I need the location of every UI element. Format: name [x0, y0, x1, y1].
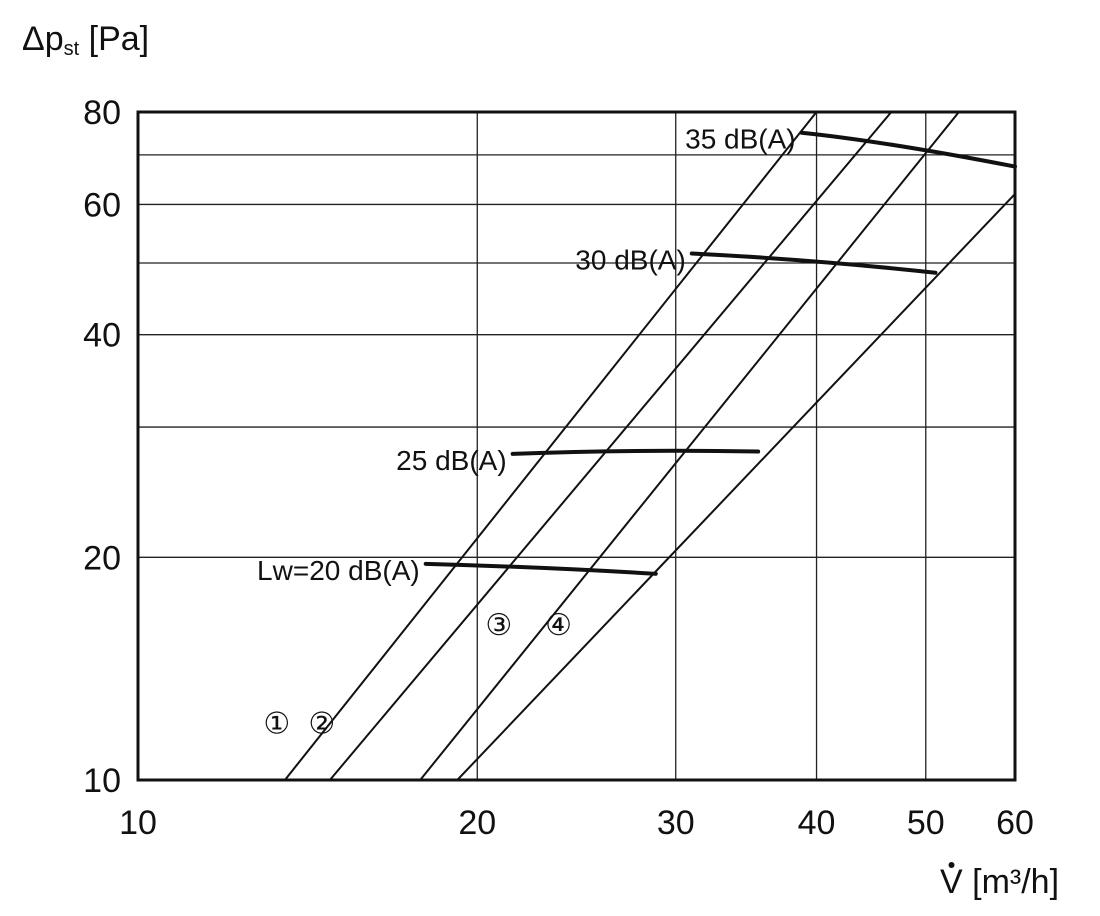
x-tick-label: 20 — [458, 804, 496, 842]
fan-curve-4 — [456, 193, 1015, 780]
plot-frame — [136, 110, 1017, 782]
y-tick-label: 40 — [83, 317, 121, 355]
fan-curve-1 — [284, 112, 818, 780]
noise-label-1: Lw=20 dB(A) — [257, 555, 420, 586]
y-tick-label: 80 — [83, 94, 121, 132]
x-axis-title-unit: [m³/h] — [963, 863, 1059, 901]
y-axis-title-subscript: st — [64, 38, 80, 60]
y-axis-title-main: Δp — [22, 20, 64, 58]
noise-label-4: 35 dB(A) — [685, 124, 796, 155]
fan-curves — [284, 112, 1015, 780]
noise-curve-3 — [689, 251, 938, 275]
noise-curves — [423, 130, 1017, 576]
curve-number-1: ① — [263, 707, 290, 740]
grid-lines — [138, 112, 1015, 780]
curve-number-2: ② — [308, 707, 335, 740]
x-tick-label: 10 — [119, 804, 157, 842]
x-tick-label: 30 — [657, 804, 695, 842]
y-tick-label: 20 — [83, 539, 121, 577]
y-tick-label: 60 — [83, 186, 121, 224]
flow-rate-dot-accent — [948, 862, 955, 868]
x-tick-label: 50 — [907, 804, 945, 842]
noise-curve-1 — [423, 561, 658, 576]
noise-label-3: 30 dB(A) — [575, 244, 686, 275]
fan-curve-3 — [419, 112, 960, 780]
x-tick-label: 60 — [996, 804, 1034, 842]
y-axis-title: Δpst [Pa] — [22, 20, 149, 60]
x-axis-title: V [m³/h] — [940, 863, 1059, 901]
noise-curve-2 — [510, 448, 761, 456]
chart-labels: 10 20 40 60 80 10 20 30 40 50 60 Lw=20 dB(A) 25 dB(A… — [83, 94, 1034, 842]
noise-curve-4 — [799, 130, 1017, 169]
y-axis-title-unit: [Pa] — [79, 20, 149, 58]
fan-curve-2 — [329, 112, 893, 780]
noise-label-2: 25 dB(A) — [396, 445, 507, 476]
x-tick-label: 40 — [798, 804, 836, 842]
curve-number-4: ④ — [545, 609, 572, 642]
curve-number-3: ③ — [485, 609, 512, 642]
x-axis-title-main: V — [940, 863, 963, 901]
y-tick-label: 10 — [83, 762, 121, 800]
